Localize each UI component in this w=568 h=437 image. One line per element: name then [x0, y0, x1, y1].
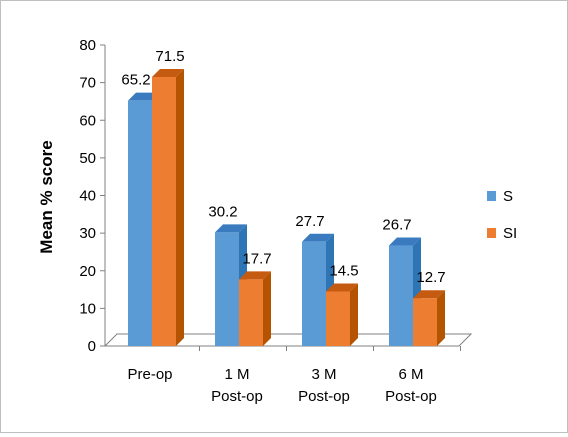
bar-side-face	[176, 68, 184, 346]
bar-SI-0	[152, 68, 184, 346]
data-label-S-2: 27.7	[295, 213, 324, 230]
legend-swatch-SI	[487, 228, 496, 238]
y-axis-label: Mean % score	[37, 140, 56, 253]
bar-front-face	[239, 279, 263, 346]
bar-front-face	[302, 241, 326, 346]
bar-front-face	[389, 245, 413, 346]
bar-side-face	[263, 271, 271, 346]
x-tick-label-2-0: 3 M	[311, 366, 336, 383]
bar-side-face	[437, 290, 445, 346]
data-label-SI-1: 17.7	[242, 250, 271, 267]
bar-front-face	[128, 100, 152, 346]
legend: S SI	[487, 188, 517, 242]
y-tick-label: 10	[79, 300, 96, 317]
x-tick-label-1-1: Post-op	[211, 388, 263, 405]
y-tick-label: 20	[79, 263, 96, 280]
data-label-SI-3: 12.7	[416, 269, 445, 286]
y-tick-label: 30	[79, 225, 96, 242]
bar-front-face	[152, 76, 176, 346]
legend-label-SI: SI	[503, 225, 517, 242]
x-axis-labels: Pre-op 1 M Post-op 3 M Post-op 6 M Post-op	[127, 366, 436, 405]
bar-SI-3	[413, 290, 445, 346]
bar-SI-2	[326, 283, 358, 346]
bar-front-face	[413, 298, 437, 346]
bar-front-face	[215, 232, 239, 346]
legend-swatch-S	[487, 191, 496, 201]
bar-top-face	[389, 237, 421, 246]
y-tick-label: 60	[79, 112, 96, 129]
data-label-S-0: 65.2	[121, 72, 150, 89]
bar-SI-1	[239, 271, 271, 346]
bar-top-face	[152, 68, 184, 77]
y-tick-label: 70	[79, 75, 96, 92]
x-tick-label-1-0: 1 M	[224, 366, 249, 383]
legend-label-S: S	[503, 188, 513, 205]
bars-group	[128, 68, 445, 346]
x-tick-label-3-0: 6 M	[398, 366, 423, 383]
y-tick-label: 40	[79, 188, 96, 205]
bar-top-face	[413, 290, 445, 299]
x-tick-label-3-1: Post-op	[385, 388, 437, 405]
bar-top-face	[239, 271, 271, 280]
data-label-SI-0: 71.5	[155, 48, 184, 65]
data-label-S-3: 26.7	[382, 217, 411, 234]
bar-top-face	[302, 233, 334, 242]
y-tick-label: 50	[79, 150, 96, 167]
bar-top-face	[326, 283, 358, 292]
data-label-S-1: 30.2	[208, 203, 237, 220]
bar-side-face	[350, 283, 358, 346]
data-labels-group: 65.2 71.5 30.2 17.7 27.7 14.5 26.7 12.7	[121, 48, 445, 286]
y-tick-label: 0	[88, 338, 96, 355]
data-label-SI-2: 14.5	[329, 262, 358, 279]
x-tick-label-0-0: Pre-op	[127, 366, 172, 383]
y-tick-label: 80	[79, 37, 96, 54]
bar-top-face	[215, 224, 247, 233]
x-tick-label-2-1: Post-op	[298, 388, 350, 405]
bar-front-face	[326, 291, 350, 346]
